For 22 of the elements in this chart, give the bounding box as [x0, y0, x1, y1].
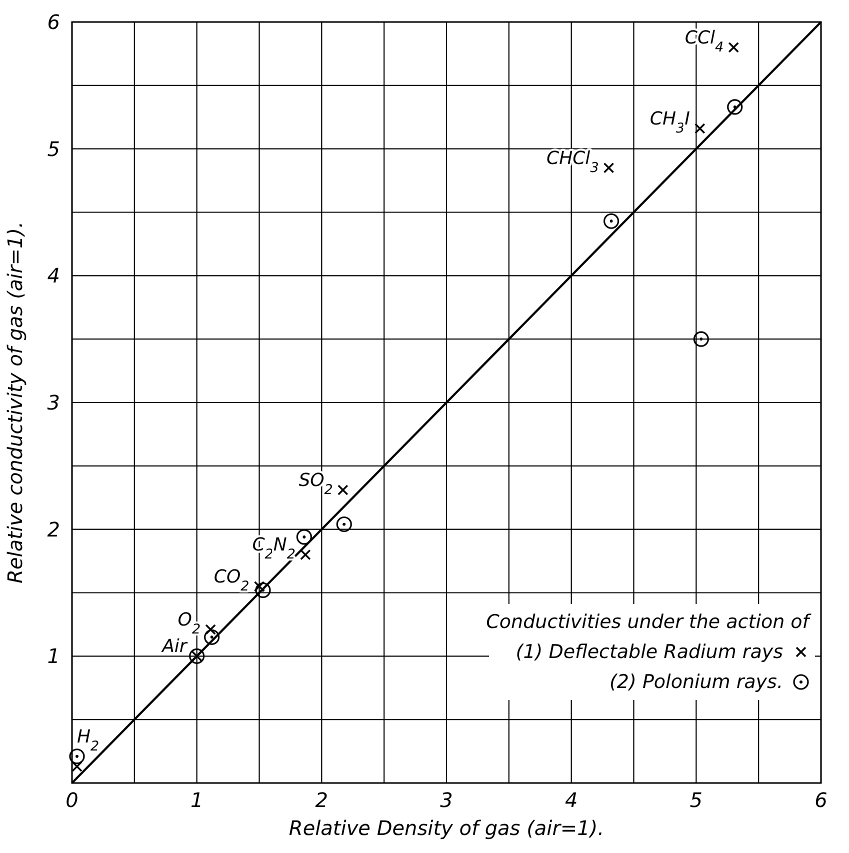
x-tick-label: 1 — [190, 788, 204, 812]
y-tick-label: 1 — [47, 644, 60, 668]
x-tick-label: 3 — [440, 788, 453, 812]
y-tick-label: 2 — [47, 517, 60, 542]
x-tick-label: 5 — [690, 788, 703, 812]
x-tick-label: 2 — [315, 788, 328, 812]
y-axis-title: Relative conductivity of gas (air=1). — [3, 222, 27, 584]
y-tick-label: 3 — [47, 390, 60, 414]
x-tick-label: 6 — [814, 788, 828, 812]
y-tick-label: 5 — [47, 136, 60, 161]
y-tick-label: 4 — [47, 264, 60, 288]
y-tick-label: 6 — [47, 10, 60, 34]
x-tick-label: 0 — [66, 788, 78, 812]
annotation: H$_{2}$ — [76, 726, 100, 754]
annotation: Air — [161, 636, 188, 658]
legend-label: (1) Deflectable Radium rays — [516, 641, 784, 663]
annotation: CH$_{3}$I — [650, 108, 690, 137]
annotation: CO$_{2}$ — [214, 566, 250, 594]
legend-label: (2) Polonium rays. — [610, 671, 783, 693]
x-axis-title: Relative Density of gas (air=1). — [288, 816, 604, 840]
legend-title: Conductivities under the action of — [486, 611, 812, 633]
x-tick-label: 4 — [564, 788, 578, 812]
